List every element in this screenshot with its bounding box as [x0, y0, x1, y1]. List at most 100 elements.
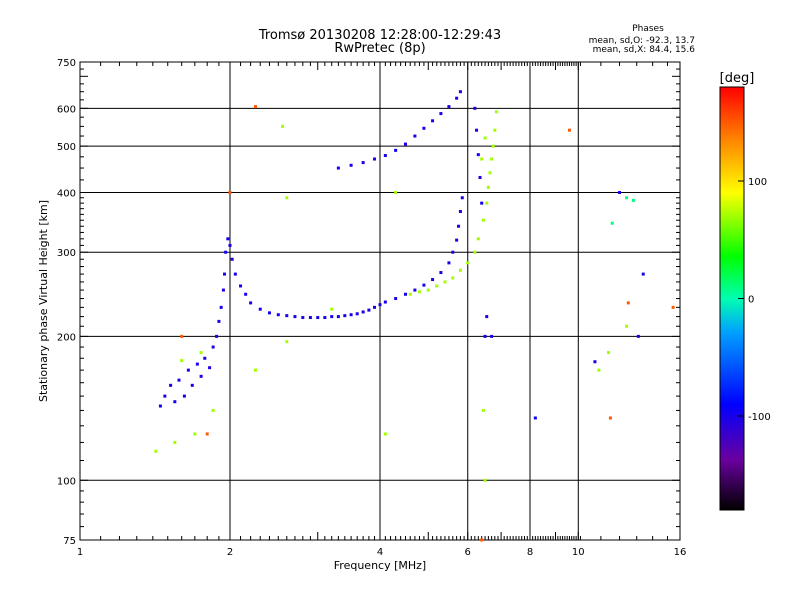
data-point — [485, 315, 489, 319]
y-tick-label: 400 — [57, 188, 76, 199]
chart-title: Tromsø 20130208 12:28:00-12:29:43 — [258, 28, 501, 43]
data-point — [361, 161, 365, 165]
data-point — [258, 307, 262, 311]
colorbar-tick-label: 100 — [748, 177, 767, 188]
data-point — [233, 272, 237, 276]
data-point — [618, 190, 622, 194]
data-point — [154, 449, 158, 453]
data-point — [195, 362, 199, 366]
data-point — [343, 314, 347, 318]
x-tick-label: 6 — [465, 547, 471, 558]
data-point — [466, 261, 470, 265]
data-point — [373, 157, 377, 161]
data-point — [422, 283, 426, 287]
data-point — [163, 394, 167, 398]
data-point — [641, 272, 645, 276]
data-point — [476, 237, 480, 241]
data-point — [169, 383, 173, 387]
data-point — [597, 368, 601, 372]
y-tick-label: 75 — [63, 536, 76, 547]
data-point — [483, 136, 487, 140]
data-point — [221, 288, 225, 292]
data-point — [336, 315, 340, 319]
data-point — [593, 360, 597, 364]
data-point — [481, 408, 485, 412]
data-point — [413, 288, 417, 292]
data-point — [494, 110, 498, 114]
data-point — [193, 432, 197, 436]
data-point — [383, 300, 387, 304]
data-point — [447, 105, 451, 109]
data-point — [458, 268, 462, 272]
data-point — [457, 224, 461, 228]
data-point — [480, 201, 484, 205]
data-point — [480, 538, 484, 542]
axis-ticks: 1 2 4 6 8 10 16 75 100 200 300 400 500 600 750 — [57, 58, 686, 558]
data-point — [203, 356, 207, 360]
x-tick-label: 2 — [227, 547, 233, 558]
data-point — [211, 408, 215, 412]
y-tick-label: 300 — [57, 248, 76, 259]
data-point — [408, 292, 412, 296]
data-point — [451, 276, 455, 280]
chart-subtitle: RwPretec (8p) — [334, 41, 425, 56]
data-point — [224, 250, 228, 254]
data-point — [239, 284, 243, 288]
data-point — [158, 404, 162, 408]
data-point — [205, 432, 209, 436]
data-point — [476, 153, 480, 157]
x-tick-label: 10 — [572, 547, 585, 558]
data-point — [458, 210, 462, 214]
data-point — [330, 315, 334, 319]
data-point — [219, 305, 223, 309]
data-point — [228, 243, 232, 247]
data-point — [281, 124, 285, 128]
y-tick-label: 750 — [57, 58, 76, 69]
data-point — [253, 105, 257, 109]
colorbar-tick-label: 0 — [748, 295, 754, 306]
data-point — [480, 157, 484, 161]
data-point — [383, 154, 387, 158]
data-point — [431, 119, 435, 123]
data-point — [439, 112, 443, 116]
data-point — [208, 366, 212, 370]
data-point — [199, 351, 203, 355]
data-point — [223, 272, 227, 276]
data-point — [253, 368, 257, 372]
data-point — [228, 190, 232, 194]
data-point — [285, 196, 289, 200]
data-point — [610, 221, 614, 225]
data-point — [435, 284, 439, 288]
data-point — [631, 198, 635, 202]
x-axis-label: Frequency [MHz] — [334, 559, 426, 572]
data-point — [373, 305, 377, 309]
data-point — [301, 316, 305, 320]
data-point — [180, 359, 184, 363]
data-point — [483, 334, 487, 338]
data-point — [244, 292, 248, 296]
data-point — [473, 250, 477, 254]
data-point — [249, 301, 253, 305]
y-tick-label: 100 — [57, 476, 76, 487]
data-point — [486, 185, 490, 189]
colorbar-ticks: 100 0 -100 — [738, 177, 771, 423]
data-point — [533, 416, 537, 420]
data-point — [473, 106, 477, 110]
data-point — [490, 157, 494, 161]
data-point — [431, 278, 435, 282]
data-point — [211, 345, 215, 349]
data-point — [636, 334, 640, 338]
data-point — [394, 190, 398, 194]
data-point — [403, 142, 407, 146]
data-point — [182, 394, 186, 398]
data-point — [625, 196, 629, 200]
data-point — [316, 316, 320, 320]
data-point — [447, 261, 451, 265]
data-point — [625, 324, 629, 328]
data-point — [458, 90, 462, 94]
data-point — [443, 280, 447, 284]
data-point — [226, 237, 230, 241]
data-point — [439, 271, 443, 275]
y-axis-label: Stationary phase Virtual Height [km] — [37, 200, 50, 402]
data-point — [413, 134, 417, 138]
